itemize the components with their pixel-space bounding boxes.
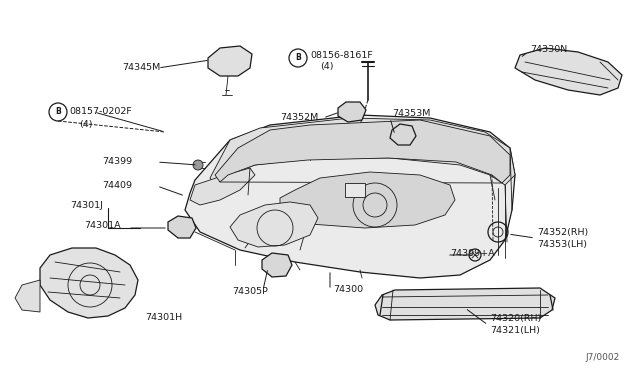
Polygon shape bbox=[230, 202, 318, 247]
Text: 74353(LH): 74353(LH) bbox=[537, 240, 587, 248]
Text: 74300: 74300 bbox=[333, 285, 363, 295]
Text: 74301J: 74301J bbox=[70, 201, 103, 209]
Polygon shape bbox=[262, 253, 292, 277]
Text: (4): (4) bbox=[320, 62, 333, 71]
Polygon shape bbox=[208, 46, 252, 76]
Polygon shape bbox=[345, 183, 365, 197]
Text: 74352M: 74352M bbox=[280, 113, 318, 122]
Polygon shape bbox=[280, 172, 455, 228]
Text: 74345M: 74345M bbox=[122, 64, 160, 73]
Polygon shape bbox=[515, 48, 622, 95]
Text: B: B bbox=[295, 54, 301, 62]
Polygon shape bbox=[190, 168, 255, 205]
Text: (4): (4) bbox=[79, 119, 93, 128]
Text: 08157-0202F: 08157-0202F bbox=[69, 108, 132, 116]
Polygon shape bbox=[168, 216, 196, 238]
Text: 74305P: 74305P bbox=[232, 288, 268, 296]
Polygon shape bbox=[338, 102, 366, 122]
Text: 74399: 74399 bbox=[102, 157, 132, 167]
Polygon shape bbox=[375, 288, 555, 320]
Text: 74301H: 74301H bbox=[145, 314, 182, 323]
Text: 74352(RH): 74352(RH) bbox=[537, 228, 588, 237]
Text: 74301A: 74301A bbox=[84, 221, 120, 230]
Polygon shape bbox=[40, 248, 138, 318]
Circle shape bbox=[193, 160, 203, 170]
Polygon shape bbox=[15, 280, 40, 312]
Text: B: B bbox=[55, 108, 61, 116]
Text: 74330N: 74330N bbox=[530, 45, 567, 55]
Polygon shape bbox=[215, 120, 510, 183]
Text: 74409: 74409 bbox=[102, 182, 132, 190]
Polygon shape bbox=[390, 124, 416, 145]
Text: 74399+A: 74399+A bbox=[450, 248, 495, 257]
Text: 74321(LH): 74321(LH) bbox=[490, 326, 540, 334]
Polygon shape bbox=[210, 118, 515, 185]
Text: 08156-8161F: 08156-8161F bbox=[310, 51, 372, 60]
Text: 74353M: 74353M bbox=[392, 109, 430, 118]
Text: J7/0002: J7/0002 bbox=[586, 353, 620, 362]
Polygon shape bbox=[185, 115, 515, 278]
Text: 74320(RH): 74320(RH) bbox=[490, 314, 541, 323]
